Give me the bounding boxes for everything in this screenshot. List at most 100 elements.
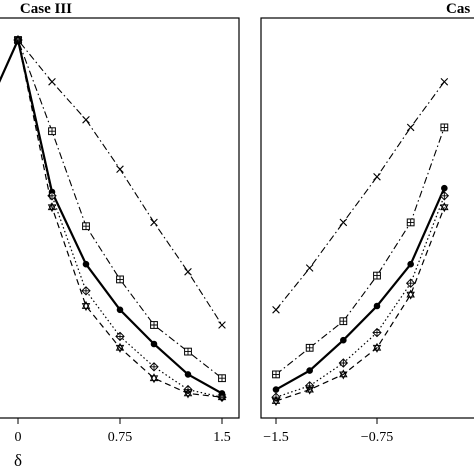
series-line [0, 38, 223, 398]
marker-boxed-plus-cross [306, 344, 314, 352]
marker-star-inverse [217, 394, 227, 403]
series-line [0, 38, 223, 379]
marker-diamond-plus-cross [116, 333, 124, 340]
series-line [0, 38, 223, 398]
marker-cross [339, 218, 348, 227]
marker-star-inverse [13, 37, 23, 46]
series-star [0, 34, 227, 403]
marker-diamond-plus-cross [339, 359, 347, 367]
marker-boxed-plus-cross [184, 348, 192, 355]
series-line [0, 38, 223, 326]
marker-filled-circle [184, 371, 192, 378]
marker-boxed-plus-cross [407, 219, 415, 226]
marker-star-inverse [183, 390, 193, 399]
x-tick-label: 0.75 [108, 430, 133, 445]
marker-boxed-plus-cross [48, 127, 56, 135]
marker-star [115, 342, 125, 351]
marker-star-inverse [339, 371, 348, 380]
x-tick-label: −1.5 [263, 430, 288, 445]
panel-case-iv: Cas −1.5 −0.75 [260, 1, 474, 445]
marker-star-inverse [406, 291, 415, 300]
marker-star-inverse [115, 344, 125, 353]
marker-cross [116, 165, 124, 173]
marker-cross [184, 268, 192, 276]
marker-diamond-plus-cross [440, 192, 448, 200]
panel-frame [0, 17, 240, 419]
marker-star-inverse [440, 204, 449, 213]
marker-cross [406, 123, 415, 132]
x-tick-label: 1.5 [213, 430, 231, 445]
marker-star [47, 202, 57, 211]
marker-star [81, 300, 91, 309]
marker-filled-circle [340, 336, 347, 344]
marker-filled-circle [150, 340, 158, 348]
marker-boxed-plus-cross [339, 317, 347, 325]
x-axis-label: δ [14, 451, 22, 470]
marker-diamond-plus-cross [407, 279, 415, 287]
marker-cross [272, 306, 280, 314]
marker-filled-circle [272, 386, 280, 393]
panel-case-iii: Case III δ 0 0.75 1.5 [0, 1, 240, 470]
marker-star [372, 342, 382, 351]
panel-title: Case III [20, 1, 72, 17]
marker-filled-circle [441, 184, 448, 192]
series-cross [0, 36, 226, 329]
marker-diamond-plus-cross [82, 287, 90, 295]
marker-diamond-plus-cross [373, 329, 381, 336]
marker-cross [48, 78, 56, 86]
marker-cross [218, 321, 226, 329]
marker-boxed-plus-cross [116, 276, 124, 283]
plot-area [0, 34, 227, 403]
marker-star-inverse [305, 386, 314, 395]
marker-boxed-plus-cross [82, 222, 90, 230]
marker-star [305, 384, 314, 393]
marker-cross [82, 116, 90, 124]
marker-cross [373, 173, 381, 181]
marker-filled-circle [116, 306, 124, 314]
marker-star [440, 202, 449, 211]
marker-star-inverse [271, 398, 281, 407]
marker-star-inverse [149, 375, 159, 384]
series-cross [272, 78, 449, 314]
marker-star [271, 395, 281, 404]
marker-filled-circle [82, 260, 90, 268]
marker-boxed-plus-cross [440, 124, 448, 131]
marker-star [183, 388, 193, 397]
marker-boxed-plus-cross [150, 321, 158, 329]
marker-star [339, 369, 348, 378]
series-line [275, 81, 445, 311]
series-filled-circle [272, 184, 448, 393]
marker-filled-circle [306, 367, 313, 374]
panel-frame [260, 17, 474, 419]
marker-boxed-plus-cross [373, 272, 381, 279]
marker-star [217, 392, 227, 401]
series-filled-circle [0, 36, 226, 397]
series-boxed-plus [272, 123, 449, 379]
marker-star [13, 34, 23, 43]
series-line [275, 127, 445, 375]
series-diamond-plus [0, 35, 227, 402]
marker-cross [150, 218, 158, 227]
series-line [275, 195, 445, 398]
marker-star [149, 373, 159, 382]
series-star [271, 202, 449, 407]
series-line [0, 36, 223, 395]
marker-star-inverse [372, 344, 382, 353]
marker-boxed-plus-cross [272, 371, 280, 378]
x-tick-label: −0.75 [361, 430, 393, 445]
series-boxed-plus [0, 36, 226, 383]
series-line [275, 206, 445, 402]
plot-area [271, 78, 450, 407]
marker-filled-circle [373, 302, 381, 310]
panel-title: Cas [446, 1, 470, 17]
marker-cross [440, 78, 449, 86]
series-line [275, 187, 446, 391]
marker-boxed-plus-cross [218, 374, 226, 382]
series-diamond-plus [271, 191, 450, 402]
x-tick-label: 0 [15, 430, 22, 445]
marker-cross [305, 264, 314, 272]
marker-filled-circle [407, 260, 414, 268]
marker-star-inverse [47, 204, 57, 213]
marker-star-inverse [81, 303, 91, 312]
